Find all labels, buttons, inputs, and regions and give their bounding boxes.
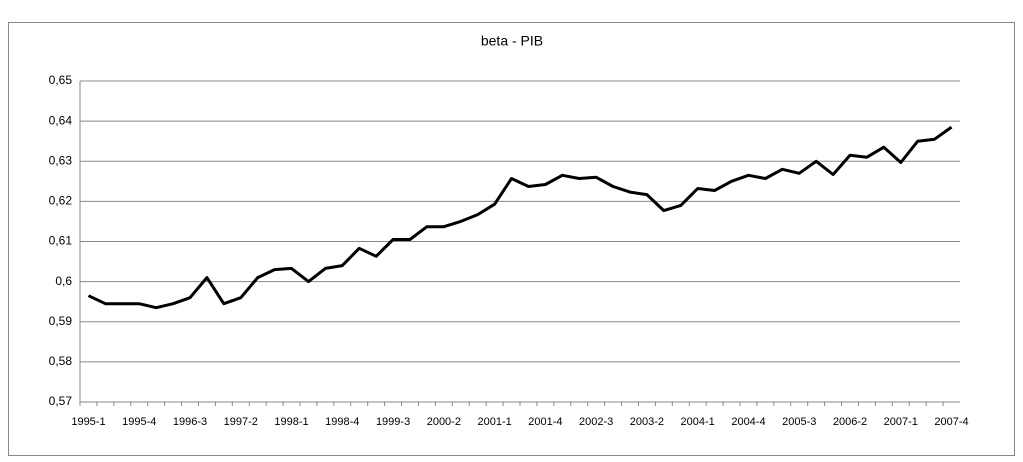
y-tick-label: 0,65	[49, 73, 73, 87]
x-tick-label: 2004-1	[681, 416, 715, 428]
y-tick-label: 0,62	[49, 194, 73, 208]
x-tick-label: 2005-3	[782, 416, 816, 428]
y-tick-label: 0,59	[49, 314, 73, 328]
x-tick-label: 1998-1	[274, 416, 308, 428]
x-tick-label: 2004-4	[731, 416, 765, 428]
x-tick-label: 1995-1	[71, 416, 105, 428]
x-tick-label: 1997-2	[224, 416, 258, 428]
y-tick-label: 0,64	[49, 113, 73, 127]
chart-title: beta - PIB	[481, 33, 543, 49]
y-tick-label: 0,63	[49, 153, 73, 167]
y-tick-label: 0,61	[49, 234, 73, 248]
x-tick-label: 2007-1	[884, 416, 918, 428]
x-tick-label: 2000-2	[427, 416, 461, 428]
x-tick-label: 1998-4	[325, 416, 359, 428]
y-tick-label: 0,58	[49, 354, 73, 368]
x-tick-label: 1995-4	[122, 416, 156, 428]
x-tick-label: 1996-3	[173, 416, 207, 428]
x-tick-label: 1999-3	[376, 416, 410, 428]
chart-frame	[8, 22, 1015, 456]
data-line	[87, 125, 953, 310]
x-tick-label: 2002-3	[579, 416, 613, 428]
x-tick-label: 2006-2	[833, 416, 867, 428]
y-tick-label: 0,6	[55, 274, 72, 288]
x-tick-label: 2001-1	[477, 416, 511, 428]
x-tick-label: 2003-2	[630, 416, 664, 428]
y-tick-label: 0,57	[49, 394, 73, 408]
x-tick-label: 2001-4	[528, 416, 562, 428]
x-tick-label: 2007-4	[934, 416, 968, 428]
